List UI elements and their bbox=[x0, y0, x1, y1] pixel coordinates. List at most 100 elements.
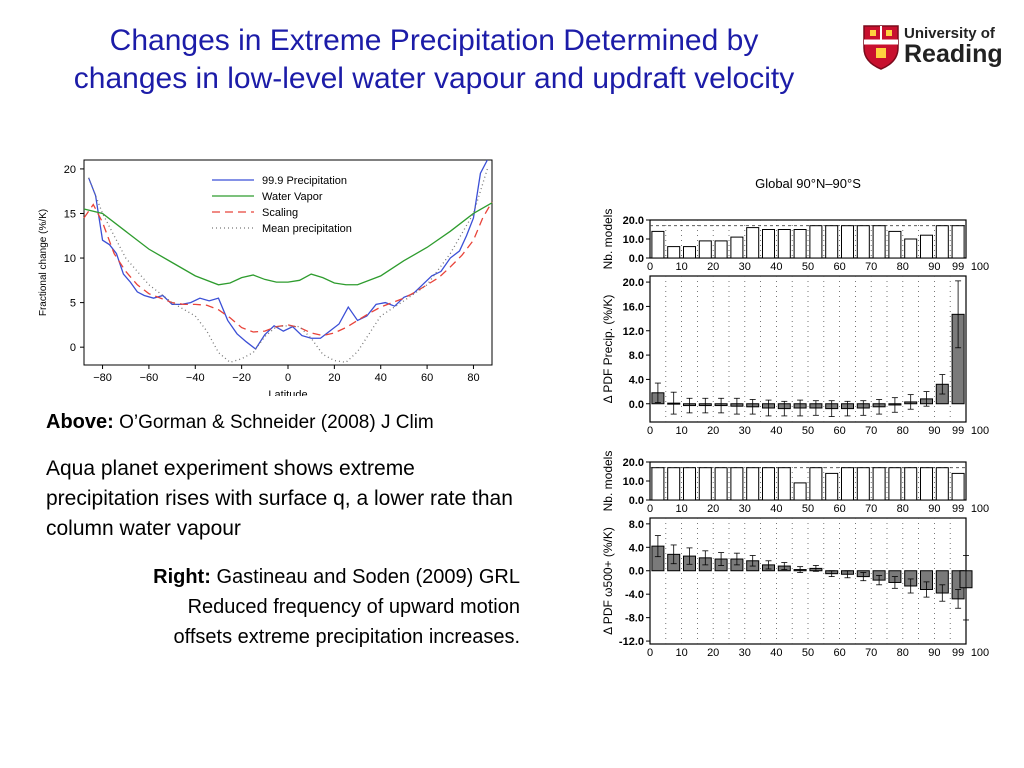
bar bbox=[793, 229, 807, 259]
bar bbox=[951, 472, 965, 501]
x-tick-label: 90 bbox=[928, 647, 940, 659]
x-tick-label: 20 bbox=[707, 425, 719, 437]
bar bbox=[667, 246, 681, 259]
bar bbox=[825, 225, 839, 259]
x-tick-label: 10 bbox=[675, 503, 687, 515]
x-tick-label: 0 bbox=[647, 425, 653, 437]
x-tick-label: 0 bbox=[647, 503, 653, 515]
right-label: Right: bbox=[153, 566, 211, 588]
y-axis-label-4: Δ PDF ω500+ (%/K) bbox=[601, 527, 615, 635]
y-tick-label: 20 bbox=[64, 164, 76, 176]
bar bbox=[793, 482, 807, 501]
y-tick-label: 15 bbox=[64, 208, 76, 220]
bar bbox=[761, 229, 776, 259]
slide-title-line2: changes in low-level water vapour and up… bbox=[73, 62, 795, 95]
y-tick-label: 20.0 bbox=[623, 457, 644, 469]
bar bbox=[777, 229, 791, 259]
x-tick-label: 10 bbox=[675, 425, 687, 437]
x-tick-label: 10 bbox=[675, 261, 687, 273]
legend-label-3: Mean precipitation bbox=[262, 223, 352, 235]
legend-label-2: Scaling bbox=[262, 207, 298, 219]
x-tick-label: 99 bbox=[952, 503, 964, 515]
x-tick-label: 40 bbox=[770, 647, 782, 659]
x-tick-label: 70 bbox=[865, 425, 877, 437]
y-tick-label: 0.0 bbox=[629, 495, 644, 507]
bar bbox=[872, 225, 886, 259]
bar bbox=[935, 225, 949, 259]
x-tick-label: 60 bbox=[833, 503, 845, 515]
bar bbox=[872, 467, 886, 501]
panel-frame-2 bbox=[649, 275, 967, 423]
x-tick-label: −60 bbox=[140, 372, 159, 384]
y-tick-label: 0.0 bbox=[629, 399, 644, 411]
series-line-2 bbox=[83, 201, 493, 337]
bar bbox=[856, 467, 870, 501]
x-tick-label: 40 bbox=[375, 372, 387, 384]
y-tick-label: -12.0 bbox=[619, 636, 644, 648]
logo-line2: Reading bbox=[904, 40, 1003, 68]
x-tick-label: 20 bbox=[707, 503, 719, 515]
y-tick-label: 4.0 bbox=[629, 374, 644, 386]
right-line3: offsets extreme precipitation increases. bbox=[173, 626, 520, 648]
y-axis-label-1: Nb. models bbox=[601, 209, 615, 270]
right-citation: Gastineau and Soden (2009) GRL bbox=[216, 566, 520, 588]
y-tick-label: 0.0 bbox=[629, 253, 644, 265]
x-tick-label: 60 bbox=[833, 261, 845, 273]
x-tick-label: 30 bbox=[739, 261, 751, 273]
y-axis-label-2: Δ PDF Precip. (%/K) bbox=[601, 295, 615, 404]
x-tick-label: 100 bbox=[971, 261, 989, 273]
x-tick-label: −80 bbox=[93, 372, 112, 384]
logo-line1: University of bbox=[904, 25, 995, 42]
right-caption: Right: Gastineau and Soden (2009) GRL Re… bbox=[46, 562, 520, 652]
x-tick-label: 60 bbox=[833, 425, 845, 437]
y-tick-label: 8.0 bbox=[629, 350, 644, 362]
x-tick-label: 100 bbox=[971, 647, 989, 659]
x-tick-label: 20 bbox=[707, 261, 719, 273]
x-tick-label: −20 bbox=[232, 372, 251, 384]
right-line2: Reduced frequency of upward motion bbox=[187, 596, 520, 618]
bar bbox=[777, 467, 791, 501]
y-tick-label: 4.0 bbox=[629, 542, 644, 554]
x-tick-label: 80 bbox=[897, 503, 909, 515]
y-tick-label: 0 bbox=[70, 342, 76, 354]
x-tick-label: 70 bbox=[865, 647, 877, 659]
y-tick-label: 10.0 bbox=[623, 234, 644, 246]
bar bbox=[730, 236, 744, 259]
pdf-bar-charts: Global 90°N–90°S 0.0 10.0 20.0 0 10 20 30 40 50 60… bbox=[601, 176, 989, 659]
slide-title-line1: Changes in Extreme Precipitation Determi… bbox=[109, 24, 759, 57]
slide-title: Changes in Extreme Precipitation Determi… bbox=[0, 22, 868, 98]
x-tick-label: 50 bbox=[802, 425, 814, 437]
x-tick-label: 70 bbox=[865, 261, 877, 273]
y-tick-label: 16.0 bbox=[623, 301, 644, 313]
bar bbox=[698, 467, 712, 501]
bar bbox=[935, 467, 949, 501]
y-tick-label: 20.0 bbox=[623, 215, 644, 227]
bar bbox=[682, 467, 697, 501]
bar bbox=[888, 230, 902, 259]
bar bbox=[840, 467, 855, 501]
legend-label-0: 99.9 Precipitation bbox=[262, 175, 347, 187]
x-tick-label: 0 bbox=[647, 647, 653, 659]
bar bbox=[809, 467, 823, 501]
bar bbox=[761, 467, 776, 501]
x-tick-label: 90 bbox=[928, 261, 940, 273]
bar bbox=[888, 467, 902, 501]
x-tick-label: 0 bbox=[285, 372, 291, 384]
bar bbox=[651, 230, 665, 259]
x-tick-label: 80 bbox=[897, 425, 909, 437]
x-tick-label: 99 bbox=[952, 647, 964, 659]
crest-icon bbox=[863, 25, 899, 70]
x-tick-label: 100 bbox=[971, 503, 989, 515]
x-tick-label: 30 bbox=[739, 425, 751, 437]
latitude-line-chart: −80 −60 −40 −20 0 20 40 60 80 0 5 10 15 20 Latitude Fra… bbox=[38, 159, 493, 396]
bar bbox=[809, 225, 823, 259]
x-tick-label: 40 bbox=[770, 261, 782, 273]
x-tick-label: 30 bbox=[739, 647, 751, 659]
bar bbox=[919, 234, 934, 259]
bar bbox=[714, 240, 728, 259]
x-tick-label: 80 bbox=[467, 372, 479, 384]
bar-chart-title: Global 90°N–90°S bbox=[755, 176, 861, 191]
x-tick-label: 60 bbox=[421, 372, 433, 384]
y-tick-label: 10 bbox=[64, 253, 76, 265]
x-tick-label: 30 bbox=[739, 503, 751, 515]
